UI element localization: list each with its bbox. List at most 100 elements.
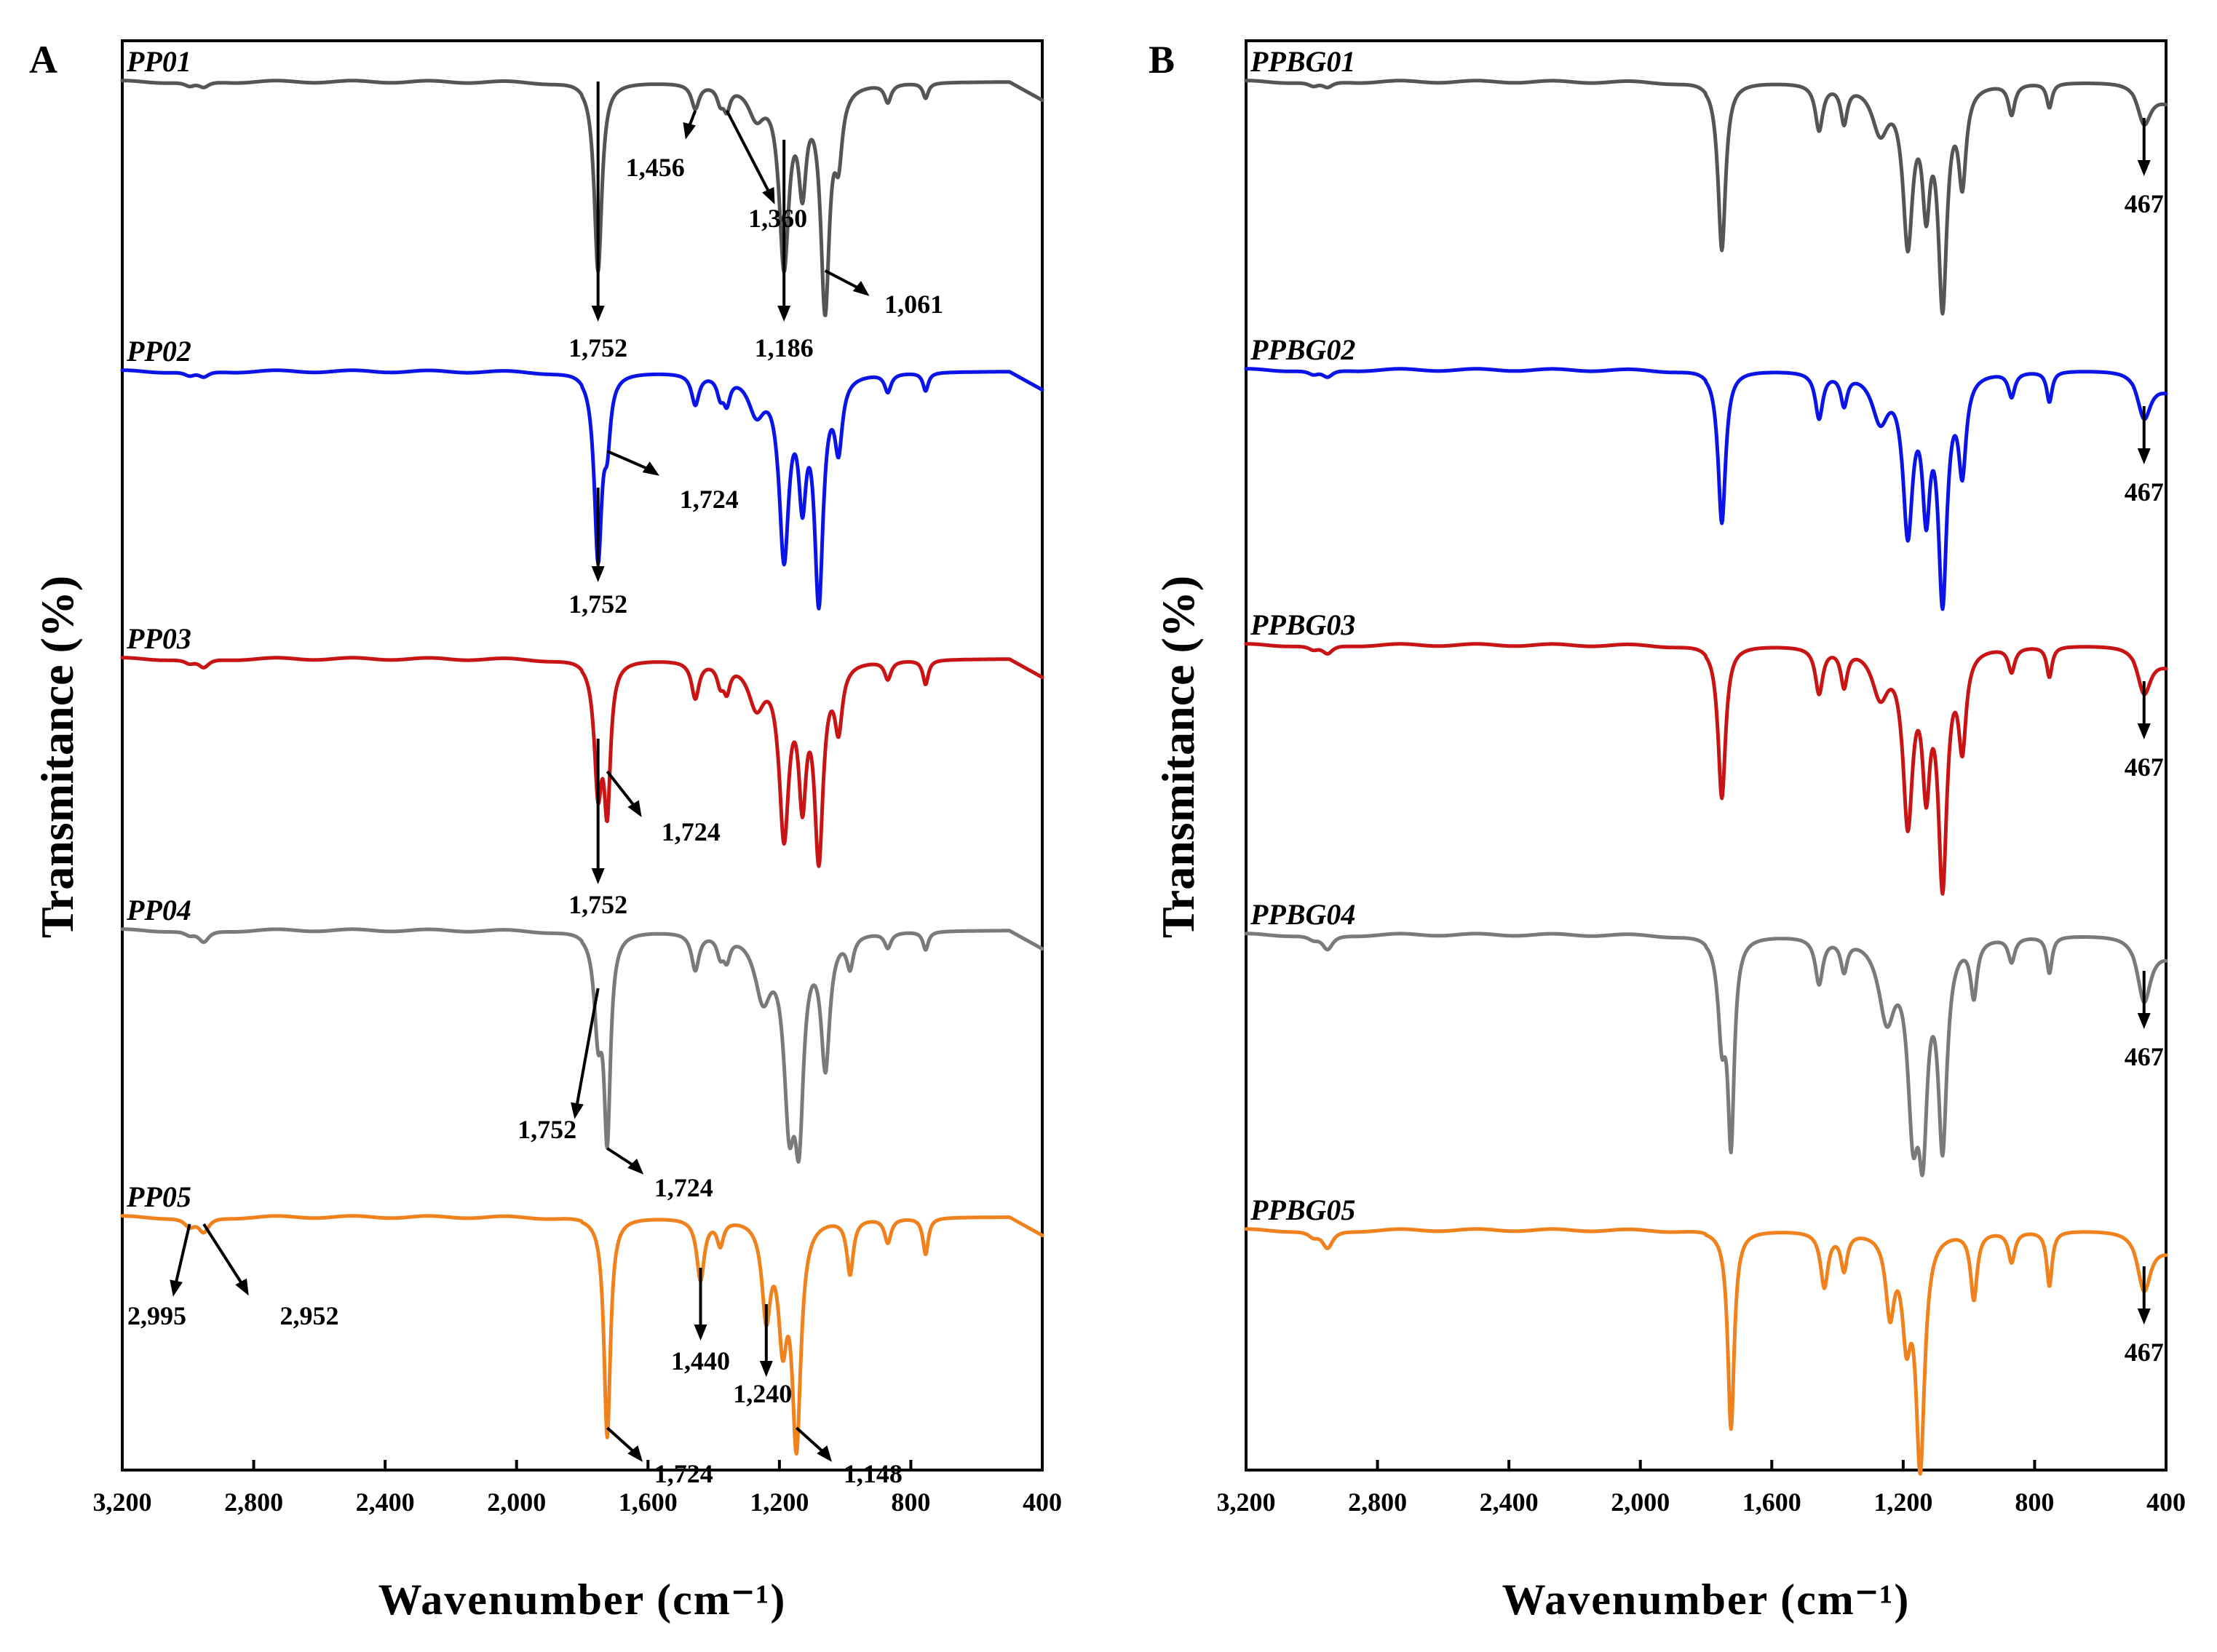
peak-arrow-head: [170, 1279, 183, 1297]
panel-a-x-axis-title: Wavenumber (cm⁻¹): [378, 1576, 787, 1624]
peak-arrow-head: [694, 1325, 707, 1341]
peak-arrow-head: [591, 566, 605, 582]
peak-arrow-head: [2137, 160, 2151, 176]
peak-arrow: [824, 269, 862, 291]
peak-label: 1,724: [654, 1459, 713, 1488]
peak-arrow: [202, 1223, 245, 1288]
x-tick-label: 400: [1023, 1488, 1062, 1517]
spectrum-line-pp03: [120, 656, 1044, 868]
sample-label: PPBG05: [1250, 1194, 1355, 1226]
peak-arrow-head: [777, 306, 791, 322]
spectrum-line-ppbg03: [1244, 642, 2168, 896]
peak-label: 1,148: [844, 1459, 903, 1488]
x-tick-label: 2,400: [1480, 1488, 1539, 1517]
peak-arrow-head: [759, 1361, 773, 1377]
x-tick-label: 3,200: [93, 1488, 152, 1517]
peak-arrow-head: [627, 1158, 644, 1175]
x-tick-label: 2,400: [356, 1488, 415, 1517]
spectrum-line-ppbg01: [1244, 79, 2168, 316]
peak-label: 1,724: [662, 817, 721, 846]
peak-arrow-head: [762, 186, 775, 204]
series-ppbg01: PPBG01 467: [1244, 45, 2168, 316]
spectrum-line-ppbg02: [1244, 367, 2168, 611]
peak-arrow: [606, 1426, 638, 1456]
series-pp04: PP04 1,752 1,724: [120, 894, 1044, 1202]
spectrum-line-pp04: [120, 927, 1044, 1164]
spectrum-line-ppbg05: [1244, 1227, 2168, 1476]
peak-arrow-head: [852, 280, 870, 296]
peak-arrow: [795, 1426, 827, 1456]
panel-b-y-axis-title: Transmitance (%): [1152, 576, 1204, 938]
spectrum-line-pp05: [120, 1214, 1044, 1456]
panel-a-series: PP01 1,456 1,360 1,752 1,186 1,061 PP02 1,724 1,…: [120, 45, 1044, 1488]
peak-arrow-head: [627, 800, 642, 817]
series-pp03: PP03 1,724 1,752: [120, 622, 1044, 919]
peak-label: 1,724: [654, 1173, 713, 1202]
panel-b: B Transmitance (%) Wavenumber (cm⁻¹) 3,2…: [1149, 38, 2186, 1624]
sample-label: PP02: [126, 335, 191, 368]
peak-arrow: [606, 770, 638, 810]
peak-label: 467: [2125, 1338, 2164, 1367]
x-tick-label: 400: [2146, 1488, 2186, 1517]
series-ppbg02: PPBG02 467: [1244, 333, 2168, 611]
peak-arrow-head: [2137, 1309, 2151, 1325]
peak-label: 467: [2125, 752, 2164, 782]
peak-label: 1,752: [568, 589, 627, 619]
panel-a-y-axis-title: Transmitance (%): [31, 576, 83, 938]
peak-arrow-head: [571, 1102, 584, 1119]
sample-label: PPBG03: [1250, 608, 1355, 641]
x-tick-label: 2,000: [1611, 1488, 1670, 1517]
peak-label: 467: [2125, 1042, 2164, 1071]
panel-a-frame: [121, 39, 1044, 1472]
sample-label: PP05: [126, 1180, 191, 1213]
peak-label: 1,061: [884, 290, 943, 319]
series-pp02: PP02 1,724 1,752: [120, 335, 1044, 619]
peak-label: 1,440: [671, 1346, 730, 1375]
peak-label: 2,952: [279, 1301, 338, 1330]
peak-label: 1,240: [733, 1379, 792, 1408]
peak-arrow-head: [235, 1278, 249, 1296]
spectrum-line-pp02: [120, 368, 1044, 611]
peak-arrow-head: [627, 1445, 643, 1462]
peak-arrow-head: [683, 122, 696, 140]
peak-arrow: [173, 1223, 191, 1287]
peak-arrow: [725, 110, 772, 196]
peak-arrow-head: [642, 461, 659, 476]
panel-b-letter: B: [1149, 38, 1175, 82]
peak-arrow-head: [2137, 448, 2151, 464]
panel-b-series: PPBG01467PPBG02467PPBG03467PPBG04467PPBG…: [1244, 45, 2168, 1476]
peak-label: 1,456: [626, 153, 685, 182]
peak-label: 1,186: [755, 333, 814, 362]
sample-label: PPBG01: [1250, 45, 1355, 78]
peak-label: 2,995: [127, 1301, 186, 1330]
series-ppbg04: PPBG04 467: [1244, 898, 2168, 1178]
x-tick-label: 2,000: [487, 1488, 546, 1517]
peak-label: 467: [2125, 189, 2164, 218]
panel-b-x-ticks: 3,200 2,800 2,400 2,000 1,600 1,200 800 400: [1217, 1460, 2186, 1517]
peak-arrow-head: [2137, 1013, 2151, 1029]
x-tick-label: 1,600: [619, 1488, 678, 1517]
series-ppbg05: PPBG05 467: [1244, 1194, 2168, 1476]
x-tick-label: 2,800: [224, 1488, 283, 1517]
x-tick-label: 800: [2015, 1488, 2054, 1517]
peak-arrow-head: [591, 306, 605, 322]
peak-arrow-head: [591, 868, 605, 884]
sample-label: PPBG02: [1250, 333, 1355, 366]
panel-a-letter: A: [29, 38, 57, 82]
x-tick-label: 800: [891, 1488, 930, 1517]
panel-a: A Transmitance (%) Wavenumber (cm⁻¹) 3,2…: [29, 38, 1062, 1624]
x-tick-label: 1,600: [1742, 1488, 1801, 1517]
peak-label: 1,724: [680, 485, 739, 514]
series-pp01: PP01 1,456 1,360 1,752 1,186 1,061: [120, 45, 1044, 362]
x-tick-label: 3,200: [1217, 1488, 1276, 1517]
x-tick-label: 1,200: [1873, 1488, 1932, 1517]
peak-arrow: [574, 988, 600, 1110]
x-tick-label: 2,800: [1348, 1488, 1407, 1517]
peak-label: 1,752: [568, 890, 627, 919]
sample-label: PPBG04: [1250, 898, 1355, 931]
panel-b-frame: [1245, 39, 2168, 1472]
sample-label: PP01: [126, 45, 191, 78]
peak-arrow-head: [2137, 723, 2151, 739]
